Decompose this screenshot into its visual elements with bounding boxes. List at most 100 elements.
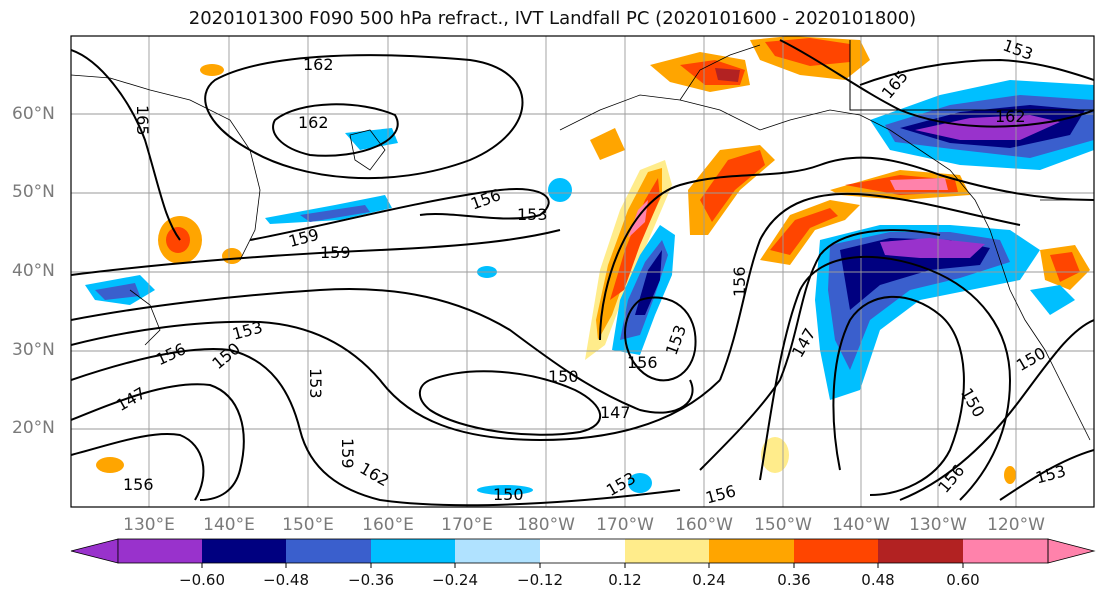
contour-line — [719, 192, 1021, 381]
colorbar-swatch — [202, 539, 286, 563]
lon-label-170w: 170°W — [596, 515, 654, 535]
contour-line — [71, 433, 205, 501]
contour-line — [272, 103, 399, 157]
contour-line — [204, 54, 524, 180]
colorbar-tick-label: 0.48 — [861, 571, 895, 589]
contour-line — [759, 255, 1012, 501]
contour-label: 156 — [730, 266, 749, 297]
colorbar-swatch — [371, 539, 455, 563]
lon-label-130w: 130°W — [909, 515, 967, 535]
colorbar-tick-label: −0.12 — [517, 571, 563, 589]
colorbar-tick-label: 0.60 — [946, 571, 980, 589]
colorbar-swatch — [455, 539, 540, 563]
alaska-coastline — [679, 44, 761, 101]
colorbar-swatch — [118, 539, 202, 563]
contour-line — [71, 49, 181, 241]
kamchatka-coastline — [349, 129, 386, 171]
north-america-coastline — [859, 114, 1091, 441]
colorbar-swatch — [794, 539, 878, 563]
lon-label-170e: 170°E — [441, 515, 493, 535]
contour-line — [832, 295, 965, 496]
colorbar-outline — [117, 538, 1049, 564]
contour-line — [71, 348, 681, 507]
contour-line — [249, 188, 550, 241]
warm-anomaly — [590, 128, 625, 160]
contour-line — [624, 296, 697, 382]
colorbar-tick-label: −0.48 — [263, 571, 309, 589]
warm-anomaly — [200, 64, 224, 76]
cool-anomaly — [548, 178, 572, 202]
lon-label-160w: 160°W — [675, 515, 733, 535]
colorbar-swatch — [540, 539, 625, 563]
warm-anomaly — [715, 68, 740, 82]
lat-label-50n: 50°N — [12, 182, 55, 202]
lon-label-140w: 140°W — [832, 515, 890, 535]
colorbar-tick-label: 0.36 — [777, 571, 811, 589]
colorbar-tick-label: −0.60 — [179, 571, 225, 589]
colorbar-swatch — [878, 539, 963, 563]
lon-label-180w: 180°W — [517, 515, 575, 535]
lat-label-30n: 30°N — [12, 340, 55, 360]
contour-line — [999, 449, 1094, 501]
contour-line — [71, 229, 561, 276]
colorbar-swatch — [625, 539, 709, 563]
colorbar-extend-min — [70, 538, 119, 564]
lat-label-20n: 20°N — [12, 418, 55, 438]
cool-anomaly — [628, 473, 652, 493]
contour-label: 147 — [600, 403, 631, 422]
border-line — [849, 40, 1094, 111]
contour-label: 159 — [320, 243, 351, 262]
warm-anomaly — [610, 178, 660, 300]
contour-label: 153 — [517, 205, 548, 224]
contour-label: 162 — [995, 107, 1026, 126]
warm-anomaly — [770, 208, 838, 255]
asia-coastline — [71, 74, 261, 261]
lon-label-150w: 150°W — [754, 515, 812, 535]
warm-anomaly — [765, 38, 850, 66]
contour-label: 162 — [303, 55, 334, 74]
cool-anomaly — [300, 205, 370, 222]
contour-line — [418, 370, 601, 436]
contour-label: 159 — [338, 438, 357, 469]
colorbar-tick-label: 0.12 — [608, 571, 642, 589]
warm-anomaly — [761, 437, 789, 473]
contour-label: 150 — [493, 485, 524, 504]
warm-anomaly — [700, 150, 765, 222]
japan-coastline — [129, 289, 161, 346]
contour-line — [71, 320, 721, 442]
contour-label: 156 — [627, 353, 658, 372]
map-frame — [70, 35, 1095, 508]
colorbar-swatch — [709, 539, 794, 563]
contour-line — [71, 383, 245, 501]
colorbar-swatch — [963, 539, 1048, 563]
warm-anomaly — [222, 248, 242, 264]
cool-anomaly — [345, 128, 398, 150]
colorbar-swatch — [286, 539, 371, 563]
colorbar — [70, 538, 1096, 568]
cool-anomaly — [477, 485, 533, 495]
cool-anomaly — [1030, 285, 1075, 315]
ivt-shading-layer — [85, 36, 1094, 495]
lon-label-160e: 160°E — [362, 515, 414, 535]
colorbar-extend-max — [1047, 538, 1096, 564]
alaska-coastline — [559, 94, 861, 131]
colorbar-tick-label: −0.36 — [348, 571, 394, 589]
lon-label-150e: 150°E — [282, 515, 334, 535]
warm-anomaly — [96, 457, 124, 473]
contour-label-group: 162 165 162 165 162 156 153 159 159 153 … — [113, 36, 1068, 508]
contour-line — [859, 58, 1094, 86]
lon-label-140e: 140°E — [203, 515, 255, 535]
lat-label-60n: 60°N — [12, 104, 55, 124]
contour-line — [71, 288, 694, 414]
lat-label-40n: 40°N — [12, 261, 55, 281]
contour-label: 162 — [298, 113, 329, 132]
colorbar-tick-label: 0.24 — [692, 571, 726, 589]
coastlines — [71, 40, 1094, 441]
cool-anomaly — [95, 283, 140, 300]
refractivity-contours — [71, 39, 1094, 507]
map-title: 2020101300 F090 500 hPa refract., IVT La… — [188, 8, 917, 29]
lon-label-120w: 120°W — [987, 515, 1045, 535]
contour-line — [599, 156, 1094, 341]
contour-label: 153 — [306, 368, 325, 399]
